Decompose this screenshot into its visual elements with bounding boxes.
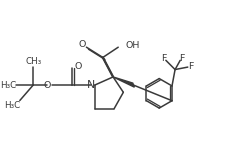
Text: H₃C: H₃C — [0, 81, 17, 90]
Text: O: O — [78, 40, 85, 49]
Text: F: F — [187, 62, 192, 71]
Polygon shape — [112, 77, 134, 87]
Text: F: F — [179, 54, 184, 63]
Text: OH: OH — [125, 41, 139, 50]
Text: N: N — [86, 80, 95, 90]
Text: F: F — [160, 54, 166, 63]
Text: O: O — [74, 62, 81, 71]
Text: O: O — [43, 81, 51, 90]
Text: H₃C: H₃C — [4, 101, 21, 110]
Text: CH₃: CH₃ — [25, 57, 41, 66]
